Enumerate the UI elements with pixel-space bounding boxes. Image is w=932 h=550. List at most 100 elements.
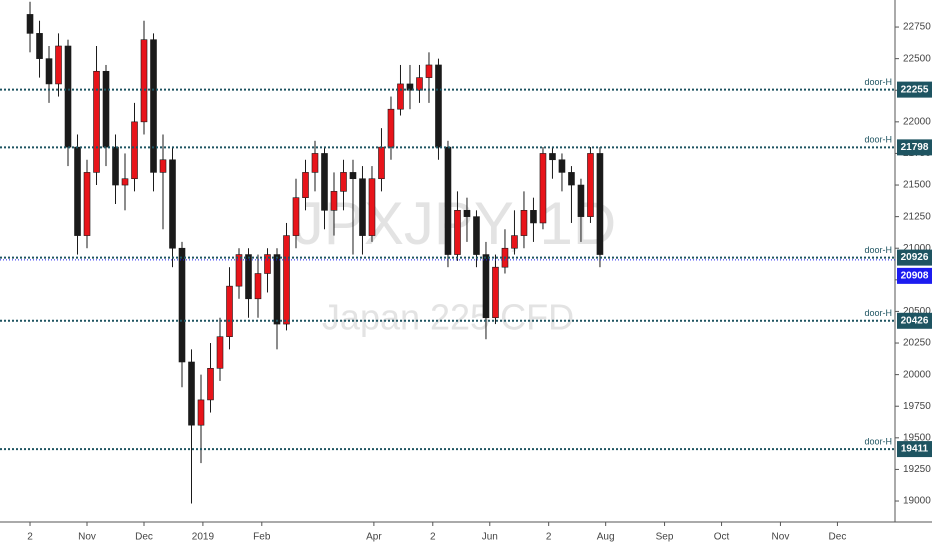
candle-body bbox=[83, 172, 91, 236]
candle-body bbox=[330, 191, 338, 211]
candle-body bbox=[444, 146, 452, 255]
y-tick-label: 21500 bbox=[903, 180, 931, 191]
y-tick-label: 19000 bbox=[903, 496, 931, 507]
candle-body bbox=[435, 64, 442, 148]
x-tick-label: 2019 bbox=[192, 532, 215, 543]
candle-body bbox=[520, 210, 528, 236]
x-tick-label: Aug bbox=[597, 532, 615, 543]
x-tick-label: 2 bbox=[430, 532, 436, 543]
x-tick-label: Nov bbox=[772, 532, 790, 543]
candle-body bbox=[482, 254, 490, 319]
candle-body bbox=[74, 146, 81, 236]
level-tag bbox=[897, 139, 932, 156]
candle-body bbox=[454, 210, 461, 255]
candle-body bbox=[178, 247, 186, 363]
candle-body bbox=[511, 235, 518, 249]
y-tick-label: 22750 bbox=[903, 22, 931, 33]
candle-body bbox=[197, 399, 205, 426]
y-tick-label: 20500 bbox=[903, 306, 931, 317]
level-tag bbox=[897, 249, 932, 266]
level-tag bbox=[897, 81, 932, 98]
candle-body bbox=[207, 368, 214, 401]
level-tag-label: 19411 bbox=[901, 444, 929, 455]
candle-body bbox=[425, 64, 433, 78]
candle-body bbox=[311, 153, 319, 173]
candle-body bbox=[26, 14, 34, 34]
candle-body bbox=[150, 39, 157, 173]
candle-body bbox=[340, 172, 347, 192]
candle-body bbox=[349, 172, 357, 180]
candle-body bbox=[387, 108, 395, 148]
candle-body bbox=[36, 33, 43, 59]
candle-body bbox=[368, 178, 376, 236]
level-tag-label: 21798 bbox=[901, 142, 929, 153]
x-tick-label: Feb bbox=[253, 532, 271, 543]
candle-body bbox=[102, 70, 110, 148]
x-tick-label: Nov bbox=[78, 532, 96, 543]
candle-body bbox=[473, 216, 480, 255]
y-tick-label: 19250 bbox=[903, 464, 931, 475]
candle-body bbox=[112, 146, 119, 186]
x-tick-label: Jun bbox=[482, 532, 498, 543]
candle-body bbox=[416, 77, 423, 91]
candle-body bbox=[216, 336, 224, 369]
candle-body bbox=[45, 58, 53, 85]
level-label: door-H bbox=[864, 308, 892, 318]
candle-body bbox=[378, 146, 385, 180]
candle-body bbox=[55, 45, 62, 85]
candle-body bbox=[539, 153, 547, 224]
candle-body bbox=[292, 197, 300, 236]
candle-body bbox=[226, 285, 233, 338]
level-label: door-H bbox=[864, 77, 892, 87]
candle-body bbox=[188, 361, 195, 426]
candle-body bbox=[283, 235, 290, 325]
x-tick-label: Dec bbox=[829, 532, 847, 543]
x-tick-label: 2 bbox=[27, 532, 33, 543]
candle-body bbox=[577, 184, 585, 217]
candle-body bbox=[131, 121, 138, 180]
level-tag-label: 22255 bbox=[901, 84, 929, 95]
x-tick-label: Apr bbox=[366, 532, 382, 543]
candle-body bbox=[549, 153, 556, 161]
current-price-label: 20908 bbox=[901, 271, 929, 282]
y-tick-label: 20000 bbox=[903, 369, 931, 380]
candle-body bbox=[492, 266, 499, 319]
y-tick-label: 20250 bbox=[903, 338, 931, 349]
level-label: door-H bbox=[864, 436, 892, 446]
candle-body bbox=[463, 210, 471, 217]
candle-body bbox=[321, 153, 328, 211]
candle-body bbox=[359, 178, 366, 236]
y-tick-label: 19500 bbox=[903, 432, 931, 443]
candle-body bbox=[254, 273, 262, 300]
y-tick-label: 22000 bbox=[903, 116, 931, 127]
x-tick-label: Sep bbox=[656, 532, 674, 543]
candle-body bbox=[397, 83, 404, 110]
candle-body bbox=[558, 159, 566, 173]
y-tick-label: 19750 bbox=[903, 401, 931, 412]
candle-body bbox=[64, 45, 72, 148]
candle-body bbox=[273, 254, 281, 325]
candle-body bbox=[264, 254, 271, 274]
y-tick-label: 21000 bbox=[903, 243, 931, 254]
candle-body bbox=[235, 254, 243, 287]
candle-body bbox=[530, 210, 537, 224]
candle-body bbox=[587, 153, 594, 217]
x-tick-label: 2 bbox=[546, 532, 552, 543]
y-tick-label: 21250 bbox=[903, 211, 931, 222]
candle-body bbox=[245, 254, 252, 300]
level-label: door-H bbox=[864, 245, 892, 255]
current-price-tag bbox=[897, 267, 932, 284]
level-label: door-H bbox=[864, 135, 892, 145]
x-tick-label: Dec bbox=[135, 532, 153, 543]
level-tag-label: 20426 bbox=[901, 315, 929, 326]
level-tag bbox=[897, 312, 932, 329]
candle-body bbox=[568, 172, 575, 186]
watermark-subtitle: Japan 225 CFD bbox=[322, 297, 574, 338]
candle-body bbox=[159, 159, 167, 173]
x-tick-label: Oct bbox=[714, 532, 730, 543]
candle-body bbox=[596, 153, 604, 255]
candle-body bbox=[121, 178, 129, 186]
candle-body bbox=[93, 70, 100, 173]
candle-body bbox=[140, 39, 148, 123]
